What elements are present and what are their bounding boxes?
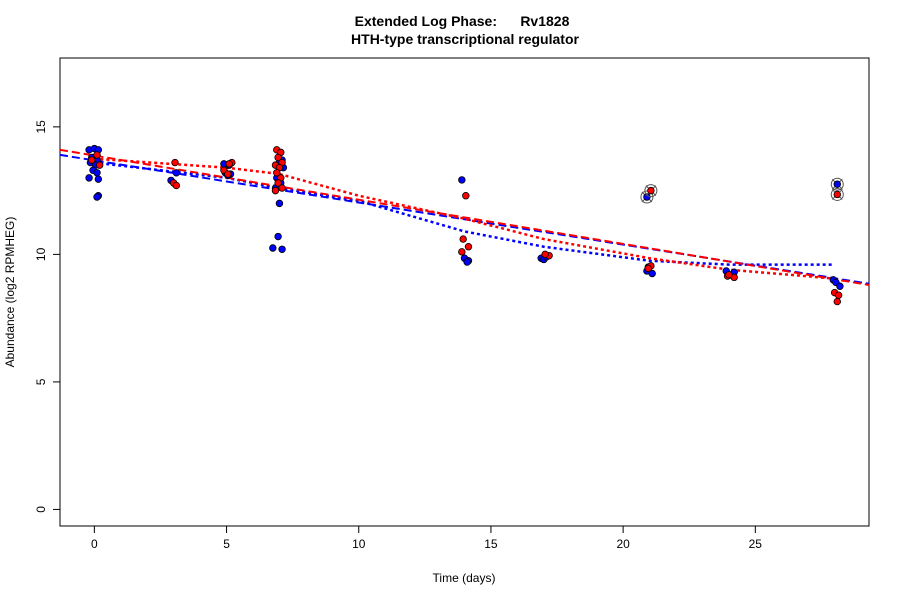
red-regression-line [60,148,869,286]
outlier-ring [644,184,658,198]
red-point [271,186,280,195]
red-point [725,271,733,279]
red-point [93,151,101,159]
red-point [833,190,841,199]
red-point [274,179,282,187]
outlier-ring [830,177,844,191]
red-outlier-point [830,187,844,201]
x-tick-label: 20 [616,537,630,551]
outlier-ring [830,187,844,201]
red-point [273,169,281,177]
red-point [644,264,652,273]
x-axis-label: Time (days) [433,571,496,585]
blue-regression-line [60,153,869,285]
blue-point [172,169,181,177]
red-point [274,153,282,162]
chart-subtitle: HTH-type transcriptional regulator [351,31,579,47]
red-point [172,181,181,190]
blue-point [85,174,93,182]
blue-point [463,258,471,266]
blue-point [274,232,282,241]
red-outlier-point [644,184,658,198]
blue-point [275,199,284,208]
y-tick-label: 5 [34,378,48,385]
red-point [458,248,466,256]
x-tick-label: 25 [749,537,763,551]
blue-point [458,176,466,184]
chart-title: Extended Log Phase: Rv1828 [355,13,570,29]
blue-point [833,180,841,188]
red-point [459,235,467,243]
x-tick-label: 10 [352,537,366,551]
x-tick-label: 0 [91,537,98,551]
red-point [278,184,286,192]
red-point [462,192,470,200]
blue-point [278,245,286,253]
y-tick-label: 15 [34,120,48,134]
x-tick-label: 15 [484,537,498,551]
red-point [464,243,473,251]
blue-outlier-point [830,177,844,191]
blue-point [836,282,844,290]
x-tick-label: 5 [223,537,230,551]
y-axis-label: Abundance (log2 RPMHEG) [3,217,17,368]
red-smooth-line [94,157,835,280]
red-point [224,170,232,178]
red-point [647,186,655,195]
red-point [95,161,104,169]
plot-frame [59,57,870,527]
red-point [541,250,549,259]
red-point [171,158,179,167]
red-point [833,297,841,306]
blue-point [93,169,101,177]
blue-point [94,175,103,183]
blue-point [269,244,277,252]
blue-point [93,193,101,201]
y-tick-label: 0 [34,506,48,513]
red-point [834,291,843,299]
y-tick-label: 10 [34,247,48,261]
red-point [225,160,233,168]
red-point [88,156,96,164]
blue-point [648,269,656,278]
outlier-ring [640,190,654,204]
